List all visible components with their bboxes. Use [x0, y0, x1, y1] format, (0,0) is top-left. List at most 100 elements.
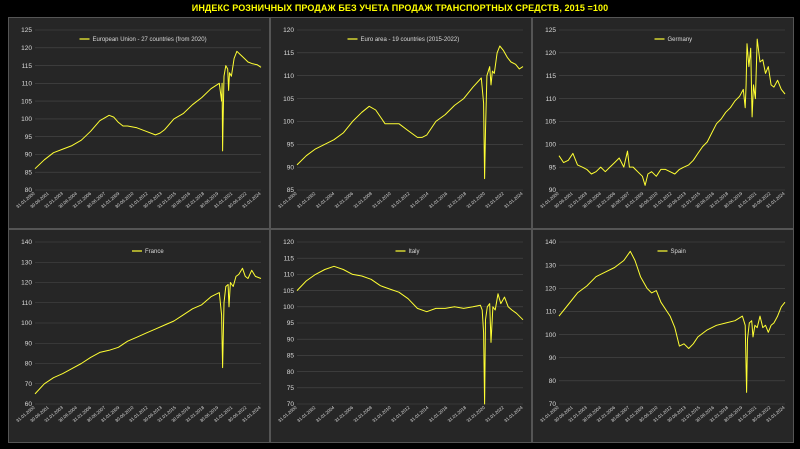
legend-label: France: [145, 249, 164, 255]
y-tick-label: 90: [25, 340, 33, 347]
y-tick-label: 70: [287, 401, 295, 408]
y-tick-label: 110: [22, 300, 33, 307]
y-tick-label: 90: [549, 187, 557, 194]
y-tick-label: 90: [25, 152, 33, 159]
x-tick-label: 31.01.2018: [447, 191, 468, 210]
y-tick-label: 100: [21, 320, 32, 327]
chart-panel-germany: 90 95 100 105 110 115 120 125 31.01.2000 30.06.20…: [532, 17, 794, 229]
legend-label: Germany: [668, 37, 693, 43]
y-tick-label: 110: [546, 309, 557, 316]
series-line: [34, 267, 262, 395]
series-line: [296, 265, 524, 405]
x-tick-label: 31.01.2002: [296, 405, 317, 424]
legend-label: Euro area - 19 countries (2015-2022): [361, 37, 460, 43]
chart-svg: 8085909510010511011512012531.01.200030.0…: [15, 27, 262, 209]
x-tick-label: 31.01.2022: [484, 405, 505, 424]
y-tick-label: 120: [545, 285, 556, 292]
y-tick-label: 110: [284, 73, 295, 80]
y-tick-label: 120: [283, 239, 294, 246]
x-tick-label: 31.01.2006: [334, 191, 355, 210]
y-tick-label: 105: [21, 98, 32, 105]
y-tick-label: 130: [21, 259, 32, 266]
legend: France: [132, 249, 164, 255]
y-tick-label: 125: [21, 27, 32, 34]
y-tick-label: 125: [545, 27, 556, 34]
x-tick-label: 31.01.2002: [296, 191, 317, 210]
chart-svg: 85909510010511011512031.01.200031.01.200…: [277, 27, 524, 210]
y-tick-label: 115: [284, 255, 295, 262]
y-tick-label: 110: [546, 96, 557, 103]
y-tick-label: 85: [25, 169, 33, 176]
chart-panel-italy: 70 75 80 85 90 95 100 105 110 115 120 31.01.2000 31.…: [270, 229, 532, 443]
chart-panel-france: 60 70 80 90 100 110 120 130 140 31.01.2000 30.06.2…: [8, 229, 270, 443]
y-tick-label: 85: [287, 187, 295, 194]
y-tick-label: 80: [549, 378, 557, 385]
legend: Italy: [395, 249, 420, 255]
x-tick-label: 31.01.2016: [428, 191, 449, 210]
y-tick-label: 110: [22, 81, 33, 88]
x-tick-label: 31.01.2020: [466, 405, 487, 424]
chart-svg: 70758085909510010511011512031.01.200031.…: [277, 239, 524, 424]
y-tick-label: 105: [545, 119, 556, 126]
x-tick-label: 31.01.2004: [315, 191, 336, 210]
series-line: [558, 38, 786, 186]
y-tick-label: 100: [283, 119, 294, 126]
page-title: ИНДЕКС РОЗНИЧНЫХ ПРОДАЖ БЕЗ УЧЕТА ПРОДАЖ…: [191, 3, 609, 13]
y-tick-label: 80: [25, 361, 33, 368]
y-tick-label: 90: [287, 164, 295, 171]
y-tick-label: 105: [283, 96, 294, 103]
legend-label: Spain: [671, 249, 686, 255]
x-tick-label: 31.01.2014: [409, 405, 430, 424]
y-tick-label: 100: [283, 304, 294, 311]
y-tick-label: 100: [545, 332, 556, 339]
x-tick-label: 31.01.2014: [409, 191, 430, 210]
x-tick-label: 31.01.2012: [390, 405, 411, 424]
y-tick-label: 95: [549, 164, 557, 171]
chart-svg: 70809010011012013014031.01.200030.06.200…: [539, 239, 786, 423]
chart-panel-eu27: 80 85 90 95 100 105 110 115 120 125 31.01.2000 30.0…: [8, 17, 270, 229]
y-tick-label: 120: [545, 50, 556, 57]
chart-svg: 6070809010011012013014031.01.200030.06.2…: [15, 239, 262, 423]
x-tick-label: 31.01.2004: [315, 405, 336, 424]
y-tick-label: 105: [283, 288, 294, 295]
x-tick-label: 31.01.2008: [353, 405, 374, 424]
legend: European Union - 27 countries (from 2020…: [79, 37, 207, 43]
x-tick-label: 31.01.2024: [503, 191, 524, 210]
y-tick-label: 80: [25, 187, 33, 194]
y-tick-label: 60: [25, 401, 33, 408]
chart-panel-spain: 70 80 90 100 110 120 130 140 31.01.2000 30.06.200…: [532, 229, 794, 443]
series-line: [558, 250, 786, 393]
x-tick-label: 31.01.2022: [484, 191, 505, 210]
legend-label: European Union - 27 countries (from 2020…: [93, 37, 207, 43]
y-tick-label: 100: [545, 141, 556, 148]
chart-svg: 909510010511011512012531.01.200030.06.20…: [539, 27, 786, 209]
y-tick-label: 115: [284, 50, 295, 57]
series-line: [34, 50, 262, 170]
chart-panel-euro-area: 85 90 95 100 105 110 115 120 31.01.2000 31.01.200…: [270, 17, 532, 229]
y-tick-label: 140: [21, 239, 32, 246]
legend: Germany: [654, 37, 693, 43]
y-tick-label: 120: [21, 280, 32, 287]
y-tick-label: 75: [287, 385, 295, 392]
x-tick-label: 31.01.2020: [466, 191, 487, 210]
y-tick-label: 95: [287, 141, 295, 148]
y-tick-label: 70: [25, 381, 33, 388]
series-line: [296, 45, 524, 180]
x-tick-label: 31.01.2012: [390, 191, 411, 210]
x-tick-label: 31.01.2016: [428, 405, 449, 424]
y-tick-label: 120: [283, 27, 294, 34]
y-tick-label: 100: [21, 116, 32, 123]
x-tick-label: 31.01.2008: [353, 191, 374, 210]
y-tick-label: 95: [25, 134, 33, 141]
y-tick-label: 90: [287, 336, 295, 343]
legend: Spain: [657, 249, 686, 255]
y-tick-label: 90: [549, 355, 557, 362]
y-tick-label: 110: [284, 272, 295, 279]
y-tick-label: 70: [549, 401, 557, 408]
y-tick-label: 130: [545, 262, 556, 269]
y-tick-label: 115: [546, 73, 557, 80]
legend-label: Italy: [409, 249, 420, 255]
x-tick-label: 31.01.2024: [503, 405, 524, 424]
x-tick-label: 31.01.2006: [334, 405, 355, 424]
x-tick-label: 31.01.2010: [371, 405, 392, 424]
